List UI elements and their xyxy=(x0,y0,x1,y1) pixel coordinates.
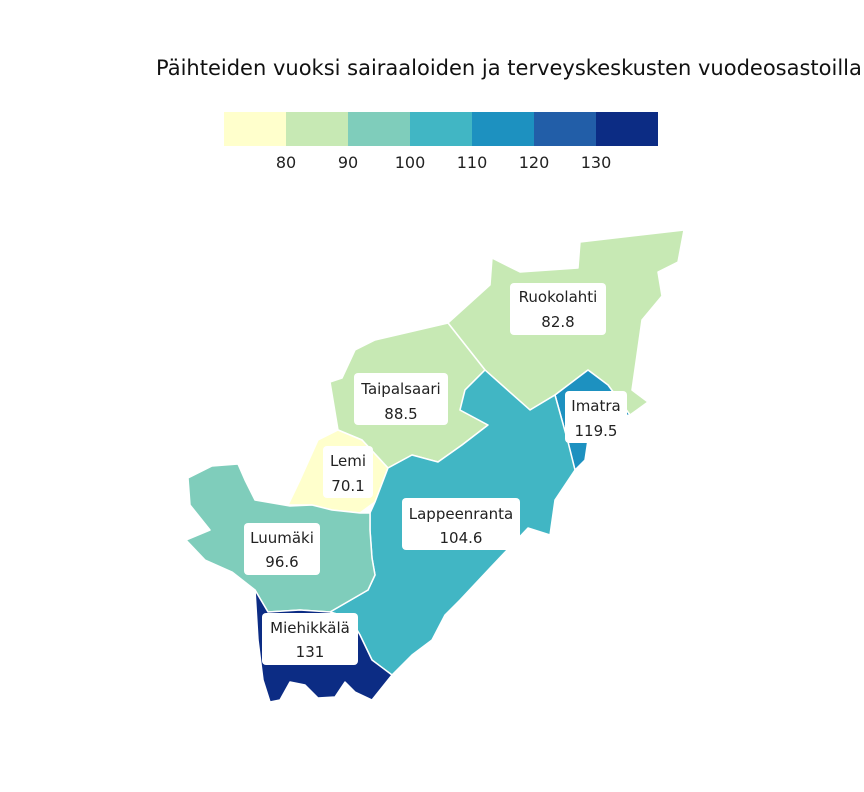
label-name-luumaki: Luumäki xyxy=(250,529,314,547)
legend-tick-100: 100 xyxy=(394,153,426,172)
legend-swatch-1 xyxy=(224,112,286,146)
label-box-lappeenranta xyxy=(402,498,520,550)
legend-tick-110: 110 xyxy=(456,153,488,172)
legend-tick-120: 120 xyxy=(518,153,550,172)
legend-swatch-6 xyxy=(534,112,596,146)
label-box-lemi xyxy=(323,446,373,498)
label-imatra: Imatra 119.5 xyxy=(565,391,627,443)
label-value-lemi: 70.1 xyxy=(331,477,364,495)
legend-swatch-3 xyxy=(348,112,410,146)
legend-tick-130: 130 xyxy=(580,153,612,172)
legend-color-bar xyxy=(224,112,658,146)
label-value-imatra: 119.5 xyxy=(575,422,618,440)
region-labels: Ruokolahti 82.8 Taipalsaari 88.5 Imatra … xyxy=(244,283,627,665)
legend-tick-90: 90 xyxy=(337,153,359,172)
label-box-luumaki xyxy=(244,523,320,575)
label-value-ruokolahti: 82.8 xyxy=(541,313,574,331)
label-luumaki: Luumäki 96.6 xyxy=(244,523,320,575)
label-name-lappeenranta: Lappeenranta xyxy=(409,505,514,523)
label-value-miehikkala: 131 xyxy=(296,643,325,661)
label-lemi: Lemi 70.1 xyxy=(323,446,373,498)
label-name-ruokolahti: Ruokolahti xyxy=(519,288,598,306)
label-box-taipalsaari xyxy=(354,373,448,425)
map-title: Päihteiden vuoksi sairaaloiden ja tervey… xyxy=(156,56,864,80)
legend-swatch-7 xyxy=(596,112,658,146)
label-ruokolahti: Ruokolahti 82.8 xyxy=(510,283,606,335)
legend-swatch-4 xyxy=(410,112,472,146)
legend-tick-80: 80 xyxy=(275,153,297,172)
legend-ticks: 80 90 100 110 120 130 xyxy=(224,146,658,172)
label-value-taipalsaari: 88.5 xyxy=(384,405,417,423)
label-name-taipalsaari: Taipalsaari xyxy=(360,380,440,398)
label-taipalsaari: Taipalsaari 88.5 xyxy=(354,373,448,425)
label-box-miehikkala xyxy=(262,613,358,665)
label-value-luumaki: 96.6 xyxy=(265,553,298,571)
label-name-imatra: Imatra xyxy=(571,397,620,415)
label-box-ruokolahti xyxy=(510,283,606,335)
label-lappeenranta: Lappeenranta 104.6 xyxy=(402,498,520,550)
label-name-lemi: Lemi xyxy=(330,452,366,470)
color-legend: 80 90 100 110 120 130 xyxy=(224,112,658,172)
label-miehikkala: Miehikkälä 131 xyxy=(262,613,358,665)
label-value-lappeenranta: 104.6 xyxy=(440,529,483,547)
label-box-imatra xyxy=(565,391,627,443)
label-name-miehikkala: Miehikkälä xyxy=(270,619,350,637)
legend-swatch-5 xyxy=(472,112,534,146)
legend-swatch-2 xyxy=(286,112,348,146)
